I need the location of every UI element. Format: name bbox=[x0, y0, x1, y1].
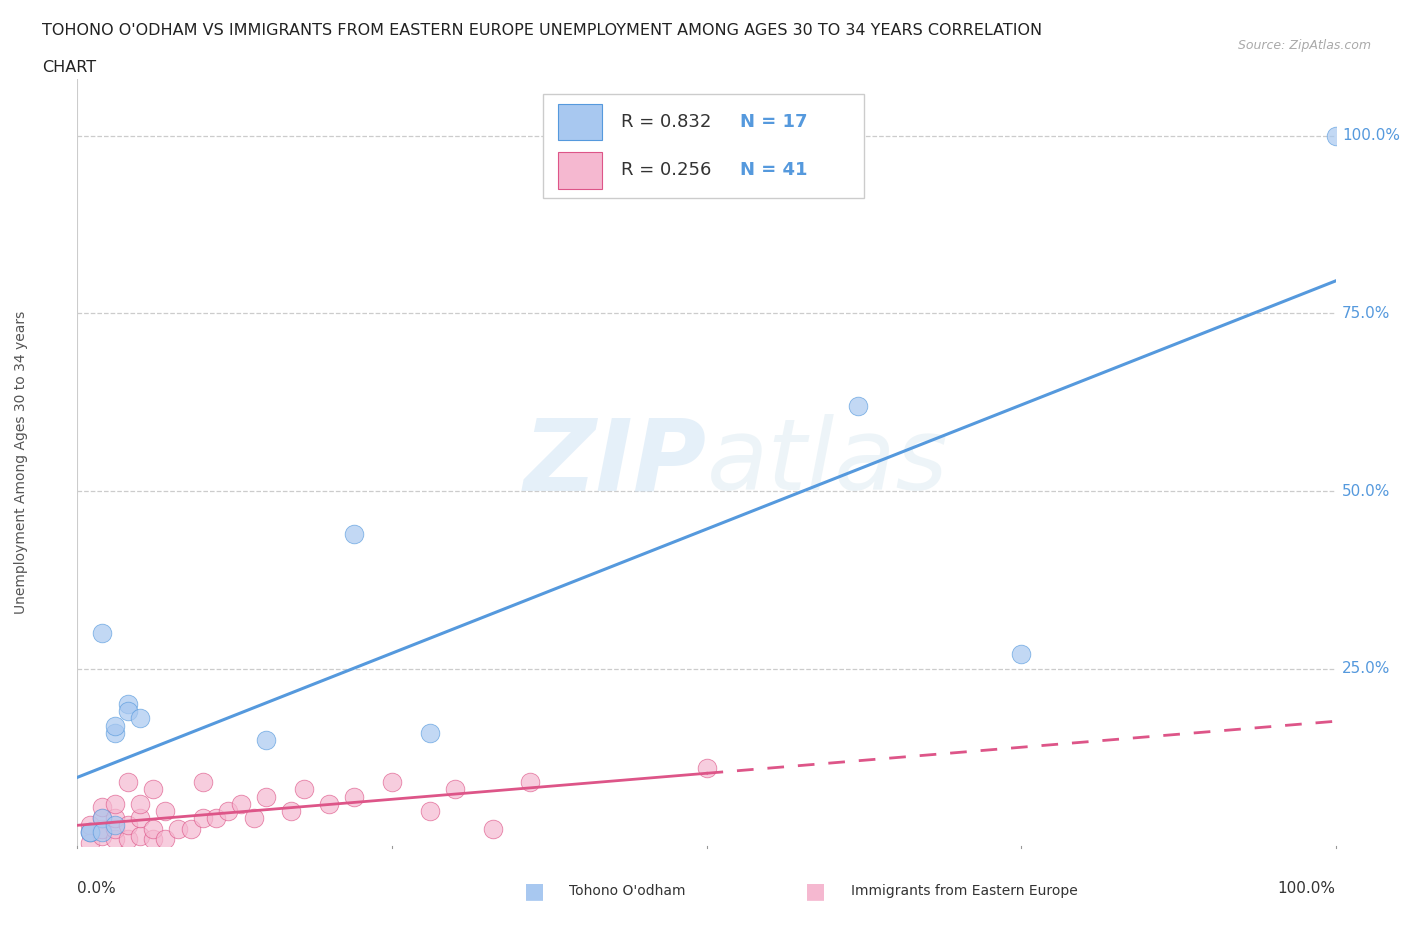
Point bbox=[167, 821, 190, 836]
Point bbox=[217, 804, 239, 818]
Point bbox=[79, 825, 101, 840]
Point bbox=[229, 796, 252, 811]
Text: CHART: CHART bbox=[42, 60, 96, 75]
Point bbox=[104, 817, 127, 832]
Point bbox=[91, 829, 114, 844]
Text: 100.0%: 100.0% bbox=[1341, 128, 1400, 143]
Point bbox=[204, 810, 226, 825]
Text: Source: ZipAtlas.com: Source: ZipAtlas.com bbox=[1237, 39, 1371, 52]
Point bbox=[343, 526, 366, 541]
FancyBboxPatch shape bbox=[558, 152, 602, 189]
Point bbox=[91, 810, 114, 825]
Point bbox=[129, 796, 152, 811]
Point bbox=[104, 725, 127, 740]
Text: Immigrants from Eastern Europe: Immigrants from Eastern Europe bbox=[851, 884, 1077, 898]
Point bbox=[142, 831, 165, 846]
Point bbox=[191, 810, 215, 825]
FancyBboxPatch shape bbox=[543, 95, 863, 198]
Point bbox=[142, 821, 165, 836]
Point bbox=[381, 775, 404, 790]
Point bbox=[444, 782, 467, 797]
Point bbox=[104, 831, 127, 846]
Point bbox=[419, 725, 441, 740]
Point bbox=[1010, 647, 1032, 662]
Point bbox=[117, 817, 139, 832]
FancyBboxPatch shape bbox=[558, 103, 602, 140]
Point bbox=[254, 790, 277, 804]
Point bbox=[292, 782, 315, 797]
Point bbox=[91, 626, 114, 641]
Point bbox=[1324, 128, 1347, 143]
Point bbox=[846, 398, 869, 413]
Point bbox=[117, 775, 139, 790]
Point bbox=[104, 796, 127, 811]
Text: 0.0%: 0.0% bbox=[77, 881, 117, 896]
Point bbox=[104, 810, 127, 825]
Text: 50.0%: 50.0% bbox=[1341, 484, 1391, 498]
Point bbox=[129, 711, 152, 726]
Point bbox=[142, 782, 165, 797]
Text: ZIP: ZIP bbox=[523, 414, 707, 512]
Point bbox=[104, 821, 127, 836]
Text: N = 17: N = 17 bbox=[741, 113, 808, 131]
Point bbox=[91, 800, 114, 815]
Point bbox=[91, 821, 114, 836]
Text: 25.0%: 25.0% bbox=[1341, 661, 1391, 676]
Text: 75.0%: 75.0% bbox=[1341, 306, 1391, 321]
Point bbox=[129, 810, 152, 825]
Point bbox=[254, 732, 277, 747]
Point bbox=[155, 831, 177, 846]
Text: ■: ■ bbox=[806, 881, 825, 901]
Point bbox=[117, 704, 139, 719]
Text: R = 0.256: R = 0.256 bbox=[621, 161, 711, 179]
Text: TOHONO O'ODHAM VS IMMIGRANTS FROM EASTERN EUROPE UNEMPLOYMENT AMONG AGES 30 TO 3: TOHONO O'ODHAM VS IMMIGRANTS FROM EASTER… bbox=[42, 23, 1042, 38]
Point bbox=[91, 825, 114, 840]
Text: N = 41: N = 41 bbox=[741, 161, 808, 179]
Text: ■: ■ bbox=[524, 881, 544, 901]
Point bbox=[696, 761, 718, 776]
Point bbox=[79, 817, 101, 832]
Text: atlas: atlas bbox=[707, 414, 948, 512]
Point bbox=[91, 810, 114, 825]
Point bbox=[343, 790, 366, 804]
Point bbox=[104, 718, 127, 733]
Point bbox=[419, 804, 441, 818]
Point bbox=[481, 821, 503, 836]
Point bbox=[79, 835, 101, 850]
Text: R = 0.832: R = 0.832 bbox=[621, 113, 711, 131]
Text: Tohono O'odham: Tohono O'odham bbox=[569, 884, 686, 898]
Point bbox=[117, 697, 139, 711]
Point bbox=[318, 796, 340, 811]
Point bbox=[117, 831, 139, 846]
Point bbox=[191, 775, 215, 790]
Text: 100.0%: 100.0% bbox=[1278, 881, 1336, 896]
Point bbox=[519, 775, 541, 790]
Point bbox=[129, 829, 152, 844]
Point bbox=[180, 821, 202, 836]
Point bbox=[242, 810, 264, 825]
Text: Unemployment Among Ages 30 to 34 years: Unemployment Among Ages 30 to 34 years bbox=[14, 311, 28, 615]
Point bbox=[79, 825, 101, 840]
Point bbox=[280, 804, 302, 818]
Point bbox=[155, 804, 177, 818]
Point bbox=[79, 825, 101, 840]
